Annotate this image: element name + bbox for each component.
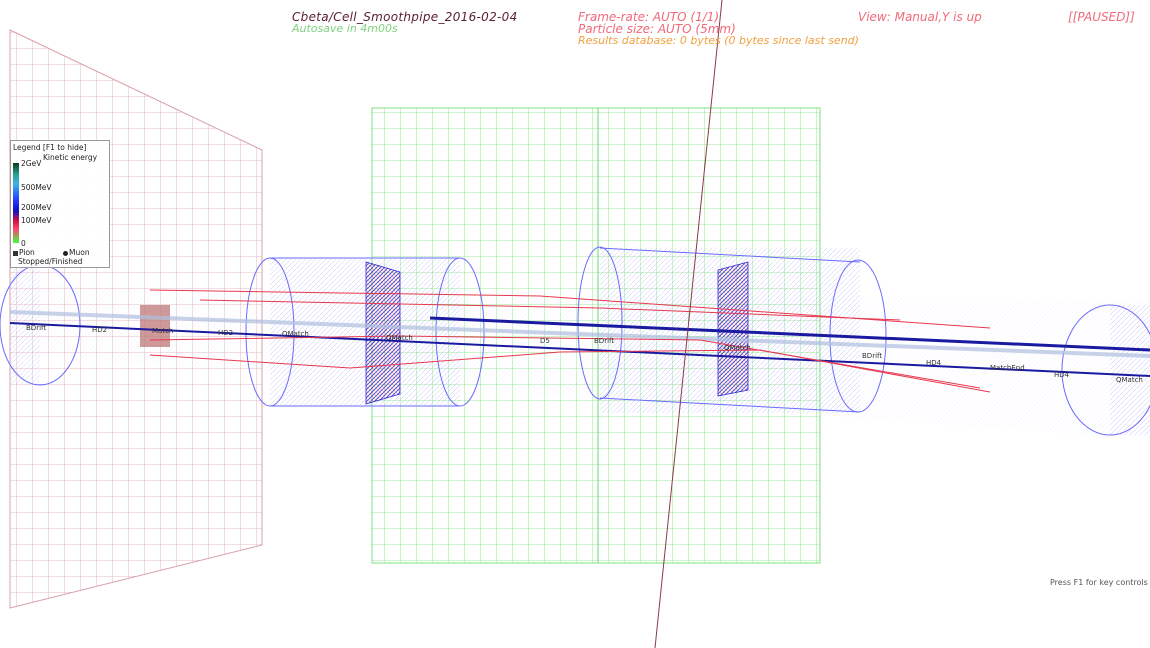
label-hd4: HD4 [926, 359, 942, 367]
match-block [140, 305, 170, 347]
tube-right-end [1061, 304, 1150, 436]
tube-1 [245, 257, 485, 407]
label-matchend: MatchEnd [990, 364, 1025, 372]
legend-stopped-label: Stopped/Finished [18, 257, 83, 266]
legend-pion-label: Pion [19, 248, 35, 257]
particle-size-status: Particle size: AUTO (5mm) [578, 22, 736, 36]
energy-color-bar [13, 163, 19, 243]
label-bdrift-1: BDrift [26, 324, 46, 332]
label-qmatch-2: QMatch [386, 334, 413, 342]
legend-tick-200mev: 200MeV [21, 203, 52, 212]
legend-tick-zero: 0 [21, 239, 26, 248]
legend-panel[interactable]: Legend [F1 to hide] Kinetic energy 2GeV … [10, 140, 110, 268]
results-database-status: Results database: 0 bytes (0 bytes since… [578, 34, 859, 47]
tube-left-end [0, 264, 81, 386]
label-match: Match [152, 327, 173, 335]
legend-tick-2gev: 2GeV [21, 159, 42, 168]
simulation-title: Cbeta/Cell_Smoothpipe_2016-02-04 [292, 10, 518, 24]
legend-tick-500mev: 500MeV [21, 183, 52, 192]
beam-lines [9, 310, 1150, 377]
dot-marker-icon [63, 250, 68, 256]
key-controls-hint: Press F1 for key controls [1050, 578, 1148, 587]
label-qmatch-3: QMatch [724, 344, 751, 352]
particle-tracks [149, 289, 991, 393]
frame-rate-status: Frame-rate: AUTO (1/1) [578, 10, 720, 24]
label-qmatch-1: QMatch [282, 330, 309, 338]
square-marker-icon [13, 250, 18, 256]
legend-title: Legend [F1 to hide] [13, 143, 87, 152]
label-hd4-b: HD4 [1054, 371, 1070, 379]
legend-muon-label: Muon [69, 248, 90, 257]
label-d5: D5 [540, 337, 550, 345]
view-mode-status: View: Manual,Y is up [858, 10, 982, 24]
label-bdrift-2: BDrift [594, 337, 614, 345]
legend-muon-entry: Muon [63, 248, 90, 257]
legend-tick-100mev: 100MeV [21, 216, 52, 225]
label-bdrift-3: BDrift [862, 352, 882, 360]
label-hd2-b: HD2 [218, 329, 233, 337]
label-hd2-a: HD2 [92, 326, 107, 334]
paused-indicator: [[PAUSED]] [1068, 10, 1135, 24]
label-qmatch-4: QMatch [1116, 376, 1143, 384]
vertical-axis-line [654, 0, 723, 648]
legend-subtitle: Kinetic energy [43, 153, 98, 162]
autosave-status: Autosave in 4m00s [292, 22, 398, 35]
legend-pion-entry: Pion [13, 248, 35, 257]
